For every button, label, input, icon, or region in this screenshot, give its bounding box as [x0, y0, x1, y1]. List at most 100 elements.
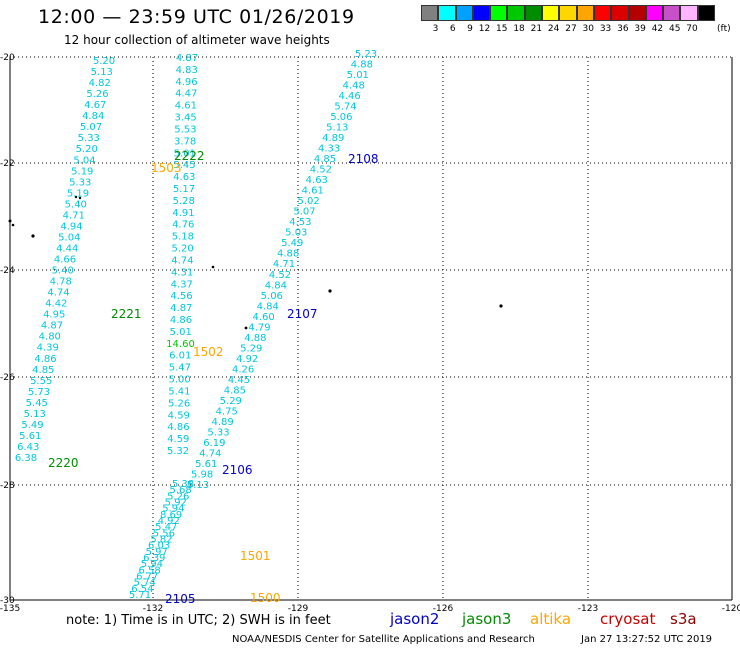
latitude-label: -30 — [0, 596, 15, 606]
wave-height-value: 4.83 — [176, 65, 198, 76]
wave-height-value: 4.75 — [216, 406, 238, 417]
wave-height-value: 6.19 — [203, 438, 225, 449]
footer-note: note: 1) Time is in UTC; 2) SWH is in fe… — [66, 613, 331, 628]
wave-height-value: 3.45 — [174, 113, 196, 124]
generated-timestamp: Jan 27 13:27:52 UTC 2019 — [581, 634, 713, 645]
wave-height-value: 5.32 — [167, 446, 189, 457]
wave-height-value: 4.59 — [167, 434, 189, 445]
wave-height-value: 4.74 — [171, 256, 193, 267]
legend-swatch — [611, 5, 629, 21]
wave-height-value: 5.06 — [330, 112, 352, 123]
wave-height-value: 5.94 — [162, 504, 184, 515]
wave-height-value: 5.61 — [195, 459, 217, 470]
wave-height-value: 5.97 — [146, 547, 168, 558]
wave-height-value: 4.56 — [170, 291, 192, 302]
wave-height-value: 4.53 — [289, 217, 311, 228]
wave-height-value: 5.71 — [129, 590, 151, 601]
color-legend: 3 6 9 12 15 18 21 24 27 30 33 36 39 42 45 70 (ft) — [421, 5, 731, 34]
legend-swatch — [438, 5, 456, 21]
wave-height-value: 5.74 — [334, 102, 356, 113]
wave-height-value: 4.76 — [172, 220, 194, 231]
wave-height-value: 5.13 — [24, 409, 46, 420]
longitude-label: -129 — [288, 604, 309, 614]
satellite-name: s3a — [670, 610, 697, 628]
wave-height-value: 5.20 — [171, 244, 193, 255]
wave-height-value: 4.84 — [257, 301, 279, 312]
legend-swatch — [524, 5, 543, 21]
wave-height-value: 4.37 — [171, 279, 193, 290]
wave-height-value: 5.40 — [65, 199, 87, 210]
wave-height-value: 5.02 — [297, 196, 319, 207]
wave-height-value: 4.86 — [34, 354, 56, 365]
legend-label: 18 — [513, 24, 525, 34]
wave-height-value: 4.87 — [176, 53, 198, 64]
pass-id-label: 1500 — [250, 591, 281, 605]
wave-height-value: 5.82 — [150, 535, 172, 546]
wave-height-value: 5.03 — [285, 228, 307, 239]
longitude-label: -120 — [722, 604, 740, 614]
legend-swatch — [645, 5, 664, 21]
wave-height-value: 5.94 — [141, 559, 163, 570]
pass-id-label: 2105 — [165, 592, 196, 606]
legend-swatch — [559, 5, 577, 21]
wave-height-value: 5.20 — [93, 56, 115, 67]
legend-label: 30 — [582, 24, 594, 34]
wave-height-value: 4.63 — [173, 172, 195, 183]
pass-id-label: 2106 — [222, 463, 253, 477]
legend-label: 24 — [547, 24, 560, 34]
wave-height-value: 5.98 — [191, 470, 213, 481]
wave-height-value: 5.26 — [86, 89, 108, 100]
wave-height-value: 4.52 — [310, 165, 332, 176]
wave-height-value: 4.59 — [168, 410, 190, 421]
wave-height-value: 4.95 — [43, 310, 65, 321]
wave-height-value: 4.79 — [248, 322, 270, 333]
wave-height-value: 4.84 — [265, 280, 287, 291]
wave-height-value: 5.06 — [261, 291, 283, 302]
satellite-name: altika — [530, 610, 572, 628]
wave-height-value: 6.77 — [136, 572, 158, 583]
wave-height-value: 4.84 — [82, 111, 104, 122]
legend-swatch — [593, 5, 612, 21]
wave-height-value: 4.66 — [54, 255, 76, 266]
wave-height-value: 4.88 — [244, 333, 266, 344]
wave-height-value: 5.07 — [293, 207, 315, 218]
wave-height-value: 4.39 — [37, 343, 59, 354]
legend-label: 33 — [599, 24, 612, 34]
legend-swatch — [542, 5, 560, 21]
wave-height-value: 5.28 — [173, 196, 195, 207]
wave-height-value: 5.19 — [67, 188, 89, 199]
map-grid: -20 -22 -24 -26 -28 -30-135 -132 -129 -126 -123 -1… — [0, 53, 740, 614]
wave-height-value: 4.78 — [50, 277, 72, 288]
wave-height-value: 8.69 — [160, 510, 182, 521]
wave-height-value: 5.13 — [187, 480, 209, 491]
wave-height-value: 5.55 — [30, 376, 52, 387]
wave-height-value: 5.56 — [153, 528, 175, 539]
wave-height-value: 5.26 — [168, 398, 190, 409]
wave-height-value: 5.00 — [168, 375, 190, 386]
legend-label: 9 — [467, 24, 473, 34]
wave-height-value: 4.85 — [32, 365, 54, 376]
wave-height-value: 4.80 — [39, 332, 61, 343]
wave-height-value: 5.38 — [172, 479, 194, 490]
wave-height-value: 5.13 — [326, 123, 348, 134]
altimeter-tracks: 5.205.134.825.264.674.845.075.335.205.04… — [15, 49, 377, 601]
legend-label: 21 — [530, 24, 543, 34]
wave-height-value: 4.92 — [158, 516, 180, 527]
wave-height-value: 5.26 — [167, 491, 189, 502]
wave-height-value: 4.85 — [224, 385, 246, 396]
wave-height-value: 4.92 — [236, 354, 258, 365]
legend-label: 3 — [432, 24, 439, 34]
legend-swatch — [697, 5, 716, 21]
legend-swatch — [628, 5, 646, 21]
wave-height-value: 4.74 — [47, 288, 69, 299]
wave-height-value: 4.74 — [199, 449, 221, 460]
wave-height-value: 5.17 — [173, 184, 195, 195]
legend-label: 27 — [565, 24, 577, 34]
pass-id-label: 2220 — [48, 456, 79, 470]
island-markers — [8, 195, 503, 330]
legend-label — [698, 24, 715, 34]
legend-swatch — [490, 5, 508, 21]
wave-height-value: 5.45 — [26, 398, 48, 409]
wave-height-value: 5.29 — [220, 396, 242, 407]
